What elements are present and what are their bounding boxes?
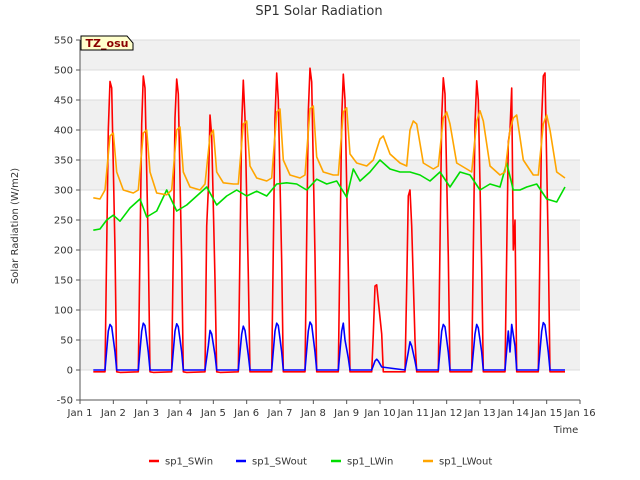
x-tick-label: Jan 9 xyxy=(333,408,359,419)
y-tick-label: 450 xyxy=(54,96,73,107)
series-line-sp1_LWout xyxy=(93,105,566,200)
plot-band xyxy=(80,220,580,250)
x-tick-label: Jan 2 xyxy=(100,408,126,419)
y-axis-label: Solar Radiation (W/m2) xyxy=(10,168,21,284)
legend-label-sp1_LWout: sp1_LWout xyxy=(439,457,492,468)
x-tick-label: Jan 11 xyxy=(397,408,429,419)
x-tick-label: Jan 7 xyxy=(267,408,293,419)
x-tick-label: Jan 12 xyxy=(430,408,462,419)
y-tick-label: 0 xyxy=(67,366,73,377)
x-axis-label: Time xyxy=(553,425,578,436)
series-line-sp1_SWout xyxy=(93,321,565,371)
y-tick-label: 400 xyxy=(54,126,73,137)
timezone-annotation: TZ_osu xyxy=(80,35,134,51)
y-tick-label: 100 xyxy=(54,306,73,317)
plot-band xyxy=(80,280,580,310)
x-tick-label: Jan 14 xyxy=(497,408,529,419)
x-tick-label: Jan 6 xyxy=(233,408,259,419)
y-tick-label: 550 xyxy=(54,36,73,47)
x-tick-label: Jan 3 xyxy=(133,408,159,419)
y-tick-label: 200 xyxy=(54,246,73,257)
plot-band xyxy=(80,160,580,190)
x-tick-label: Jan 13 xyxy=(463,408,495,419)
y-tick-label: 300 xyxy=(54,186,73,197)
x-tick-label: Jan 10 xyxy=(363,408,395,419)
x-tick-label: Jan 8 xyxy=(300,408,326,419)
y-tick-label: 500 xyxy=(54,66,73,77)
plot-band xyxy=(80,40,580,70)
y-tick-label: -50 xyxy=(57,396,73,407)
series-line-sp1_LWin xyxy=(93,159,566,231)
x-tick-label: Jan 5 xyxy=(200,408,226,419)
plot-band xyxy=(80,340,580,370)
series-layer xyxy=(93,67,566,374)
legend: sp1_SWin sp1_SWout sp1_LWin sp1_LWout xyxy=(149,457,492,468)
y-tick-label: 150 xyxy=(54,276,73,287)
legend-label-sp1_LWin: sp1_LWin xyxy=(347,457,393,468)
y-tick-label: 50 xyxy=(60,336,73,347)
y-tick-label: 250 xyxy=(54,216,73,227)
series-line-sp1_SWin xyxy=(93,67,565,374)
x-tick-label: Jan 15 xyxy=(530,408,562,419)
chart-title: SP1 Solar Radiation xyxy=(255,4,382,19)
x-tick-label: Jan 1 xyxy=(67,408,93,419)
plot-band xyxy=(80,100,580,130)
x-tick-label: Jan 16 xyxy=(563,408,595,419)
legend-label-sp1_SWout: sp1_SWout xyxy=(252,457,307,468)
legend-label-sp1_SWin: sp1_SWin xyxy=(165,457,213,468)
timezone-label: TZ_osu xyxy=(86,37,129,50)
x-tick-label: Jan 4 xyxy=(167,408,193,419)
tick-labels: -50 0 50 100 150 200 250 300 350 400 450 500 550 Jan … xyxy=(54,36,596,420)
y-tick-label: 350 xyxy=(54,156,73,167)
